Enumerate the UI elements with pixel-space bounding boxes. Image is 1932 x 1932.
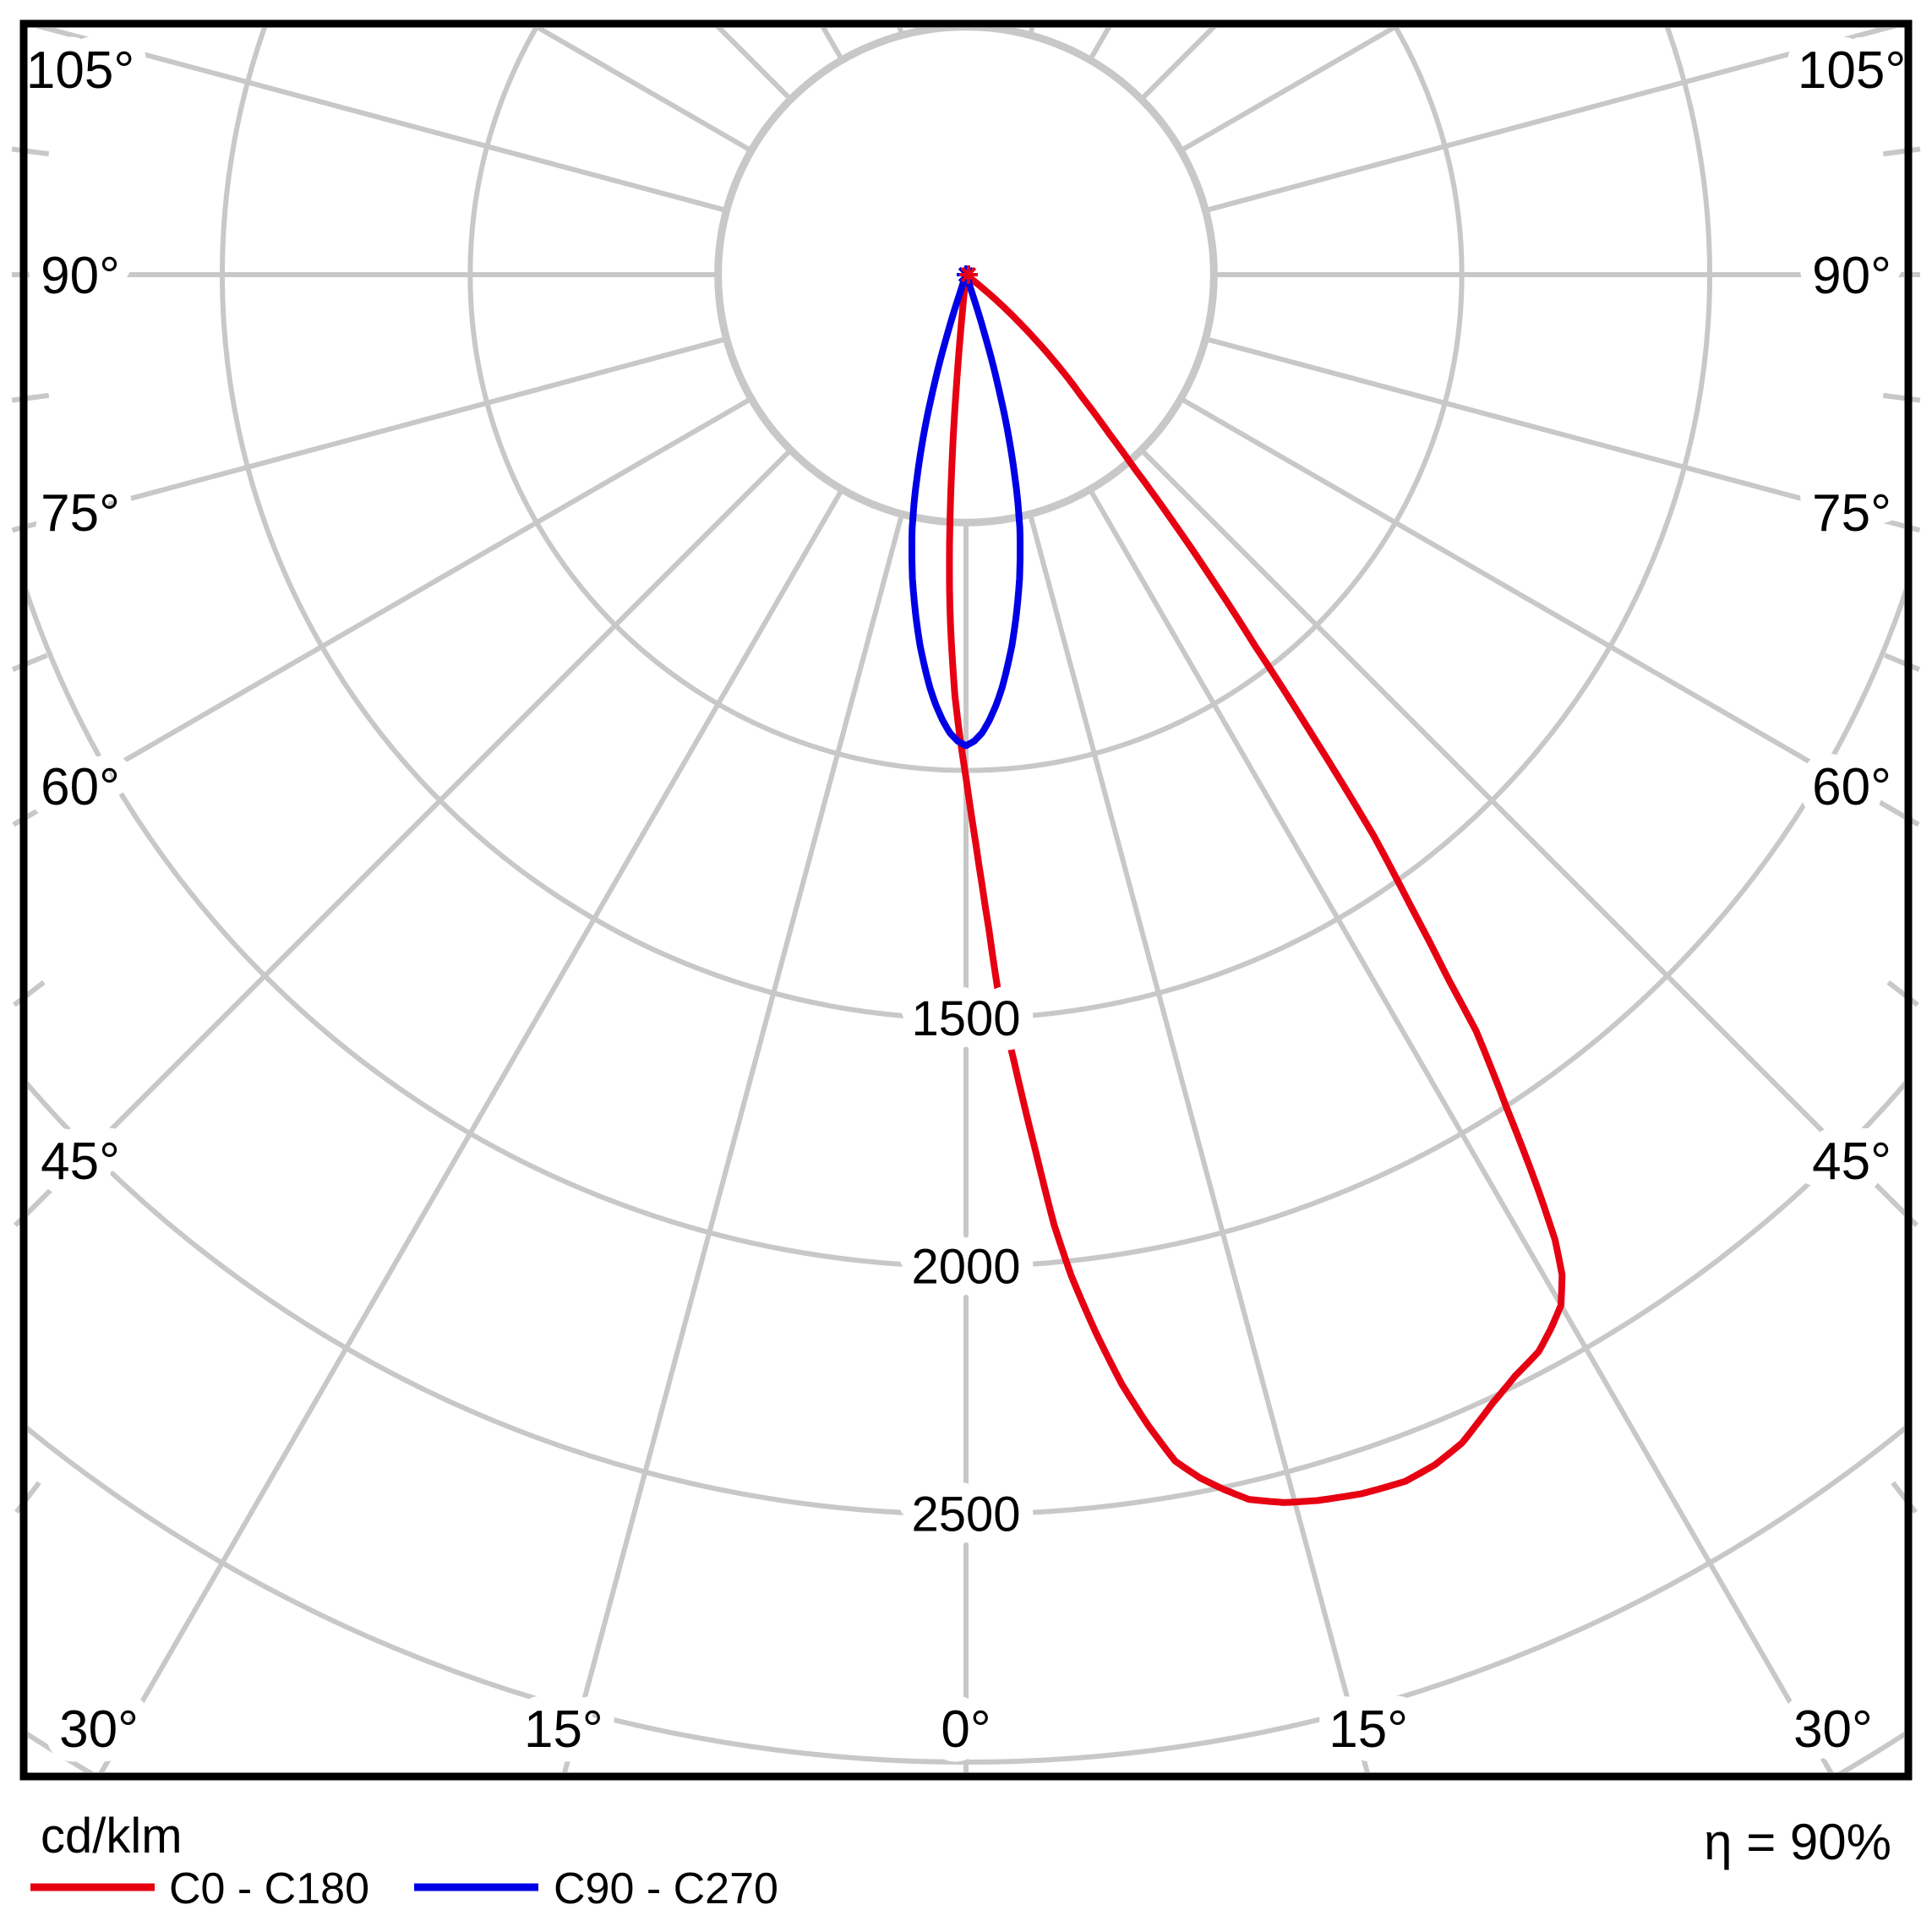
intensity-curves — [909, 265, 1566, 1506]
angle-label: 105° — [1798, 41, 1906, 100]
angle-label: 90° — [41, 247, 120, 305]
grid-line — [1882, 392, 1921, 403]
grid-line — [1088, 488, 1834, 1772]
grid-line — [1882, 146, 1921, 157]
angle-label: 105° — [26, 41, 134, 100]
grid-line — [28, 448, 793, 1217]
grid-line — [1886, 980, 1919, 1007]
angle-label: 75° — [41, 484, 120, 543]
grid-line — [11, 146, 50, 157]
grid-line — [1179, 396, 1904, 820]
legend-label-c90-c270: C90 - C270 — [554, 1864, 778, 1913]
curve-c90-c270 — [909, 271, 1023, 750]
efficiency-label: η = 90% — [1704, 1814, 1891, 1870]
angle-label: 60° — [1812, 758, 1891, 816]
angle-label: 60° — [41, 758, 120, 816]
curve-c0-c180 — [946, 271, 1566, 1506]
angle-label: 30° — [1793, 1700, 1873, 1759]
grid-line — [562, 513, 904, 1772]
plot-border — [19, 19, 1913, 1781]
legend: C0 - C180 C90 - C270 — [30, 1864, 778, 1913]
angle-label: 45° — [41, 1132, 120, 1191]
angle-label: 0° — [941, 1700, 991, 1759]
grid-line — [1204, 28, 1897, 213]
grid-line — [13, 980, 46, 1007]
grid-line — [28, 336, 728, 529]
grid-line — [1204, 336, 1904, 529]
grid-line — [35, 28, 728, 213]
grid-line — [960, 266, 977, 283]
angle-label: 45° — [1812, 1132, 1891, 1191]
radial-value-label: 2000 — [911, 1239, 1020, 1294]
angle-label: 15° — [524, 1700, 603, 1759]
angle-label: 15° — [1329, 1700, 1408, 1759]
grid-line — [98, 488, 844, 1772]
unit-label: cd/klm — [41, 1809, 183, 1864]
angle-label: 75° — [1812, 484, 1891, 543]
grid-line — [1028, 513, 1370, 1772]
angle-label: 30° — [59, 1700, 139, 1759]
grid-line — [11, 392, 50, 403]
grid-line — [1139, 448, 1904, 1217]
legend-label-c0-c180: C0 - C180 — [169, 1864, 369, 1913]
grid-line — [11, 652, 48, 672]
radial-value-label: 1500 — [911, 991, 1020, 1046]
grid-line — [28, 396, 753, 820]
radial-value-label: 2500 — [911, 1487, 1020, 1542]
grid-line — [1884, 652, 1921, 672]
angle-label: 90° — [1812, 247, 1891, 305]
